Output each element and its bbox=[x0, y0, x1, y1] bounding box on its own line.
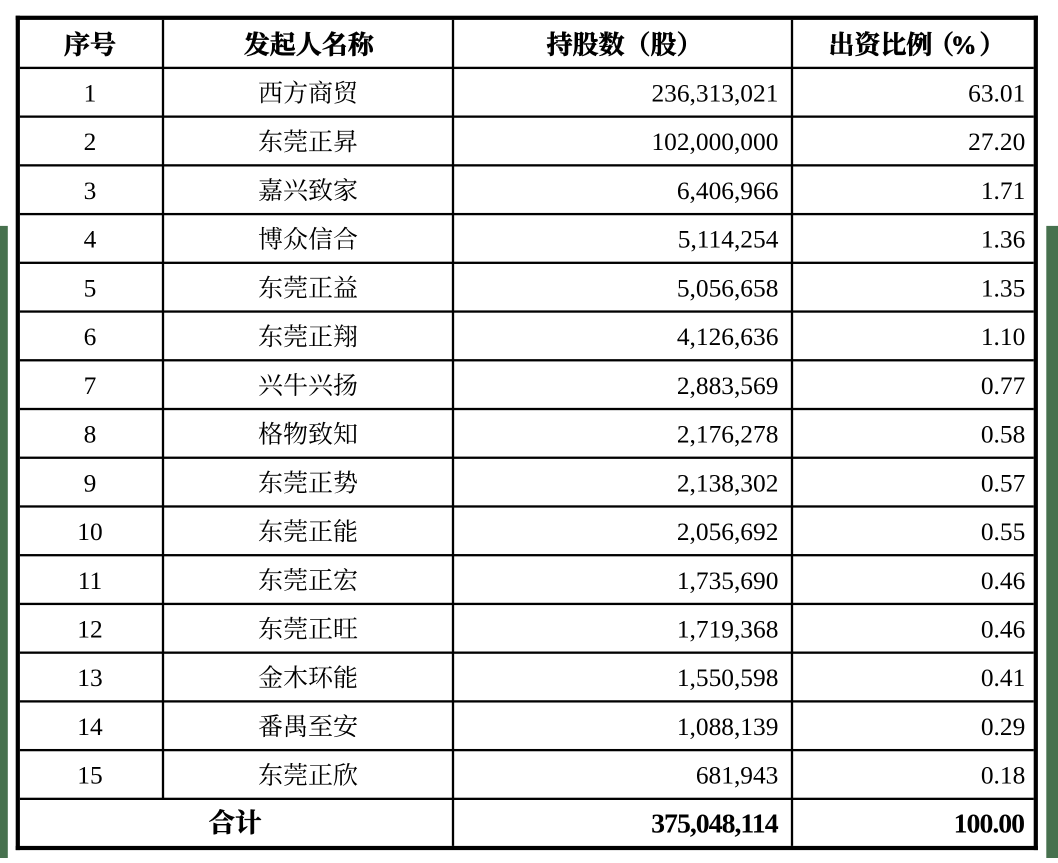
svg-text:0.57: 0.57 bbox=[981, 469, 1025, 497]
svg-text:5: 5 bbox=[84, 274, 97, 302]
svg-text:681,943: 681,943 bbox=[696, 762, 779, 790]
svg-text:2,883,569: 2,883,569 bbox=[677, 372, 779, 400]
svg-text:102,000,000: 102,000,000 bbox=[651, 128, 778, 156]
svg-text:2: 2 bbox=[84, 128, 97, 156]
svg-text:8: 8 bbox=[84, 421, 97, 449]
svg-text:375,048,114: 375,048,114 bbox=[651, 808, 779, 839]
svg-text:1,735,690: 1,735,690 bbox=[677, 567, 779, 595]
svg-text:14: 14 bbox=[77, 713, 103, 741]
svg-text:15: 15 bbox=[77, 762, 102, 790]
svg-text:0.18: 0.18 bbox=[981, 762, 1025, 790]
svg-text:5,114,254: 5,114,254 bbox=[678, 226, 779, 254]
svg-text:1.71: 1.71 bbox=[981, 177, 1025, 205]
svg-text:11: 11 bbox=[78, 567, 102, 595]
svg-text:1,550,598: 1,550,598 bbox=[677, 664, 779, 692]
svg-text:1: 1 bbox=[84, 80, 97, 108]
svg-text:236,313,021: 236,313,021 bbox=[651, 80, 778, 108]
svg-text:1,719,368: 1,719,368 bbox=[677, 616, 779, 644]
svg-text:3: 3 bbox=[84, 177, 97, 205]
svg-text:0.58: 0.58 bbox=[981, 421, 1025, 449]
svg-text:4: 4 bbox=[84, 226, 97, 254]
svg-text:6,406,966: 6,406,966 bbox=[677, 177, 779, 205]
svg-text:0.46: 0.46 bbox=[981, 616, 1025, 644]
svg-text:7: 7 bbox=[84, 372, 97, 400]
svg-text:0.77: 0.77 bbox=[981, 372, 1025, 400]
svg-text:0.46: 0.46 bbox=[981, 567, 1025, 595]
svg-text:0.41: 0.41 bbox=[981, 664, 1025, 692]
svg-text:4,126,636: 4,126,636 bbox=[677, 323, 779, 351]
svg-text:1,088,139: 1,088,139 bbox=[677, 713, 779, 741]
svg-text:2,176,278: 2,176,278 bbox=[677, 421, 779, 449]
svg-text:13: 13 bbox=[77, 664, 102, 692]
svg-text:0.55: 0.55 bbox=[981, 518, 1025, 546]
svg-text:1.35: 1.35 bbox=[981, 274, 1025, 302]
svg-text:5,056,658: 5,056,658 bbox=[677, 274, 779, 302]
svg-text:100.00: 100.00 bbox=[954, 808, 1025, 839]
svg-text:10: 10 bbox=[77, 518, 102, 546]
svg-text:12: 12 bbox=[77, 616, 102, 644]
svg-text:2,056,692: 2,056,692 bbox=[677, 518, 779, 546]
svg-text:1.36: 1.36 bbox=[981, 226, 1025, 254]
svg-text:63.01: 63.01 bbox=[968, 80, 1025, 108]
svg-text:6: 6 bbox=[84, 323, 97, 351]
svg-text:2,138,302: 2,138,302 bbox=[677, 469, 779, 497]
svg-text:0.29: 0.29 bbox=[981, 713, 1025, 741]
svg-text:27.20: 27.20 bbox=[968, 128, 1025, 156]
svg-text:9: 9 bbox=[84, 469, 97, 497]
svg-text:1.10: 1.10 bbox=[981, 323, 1025, 351]
